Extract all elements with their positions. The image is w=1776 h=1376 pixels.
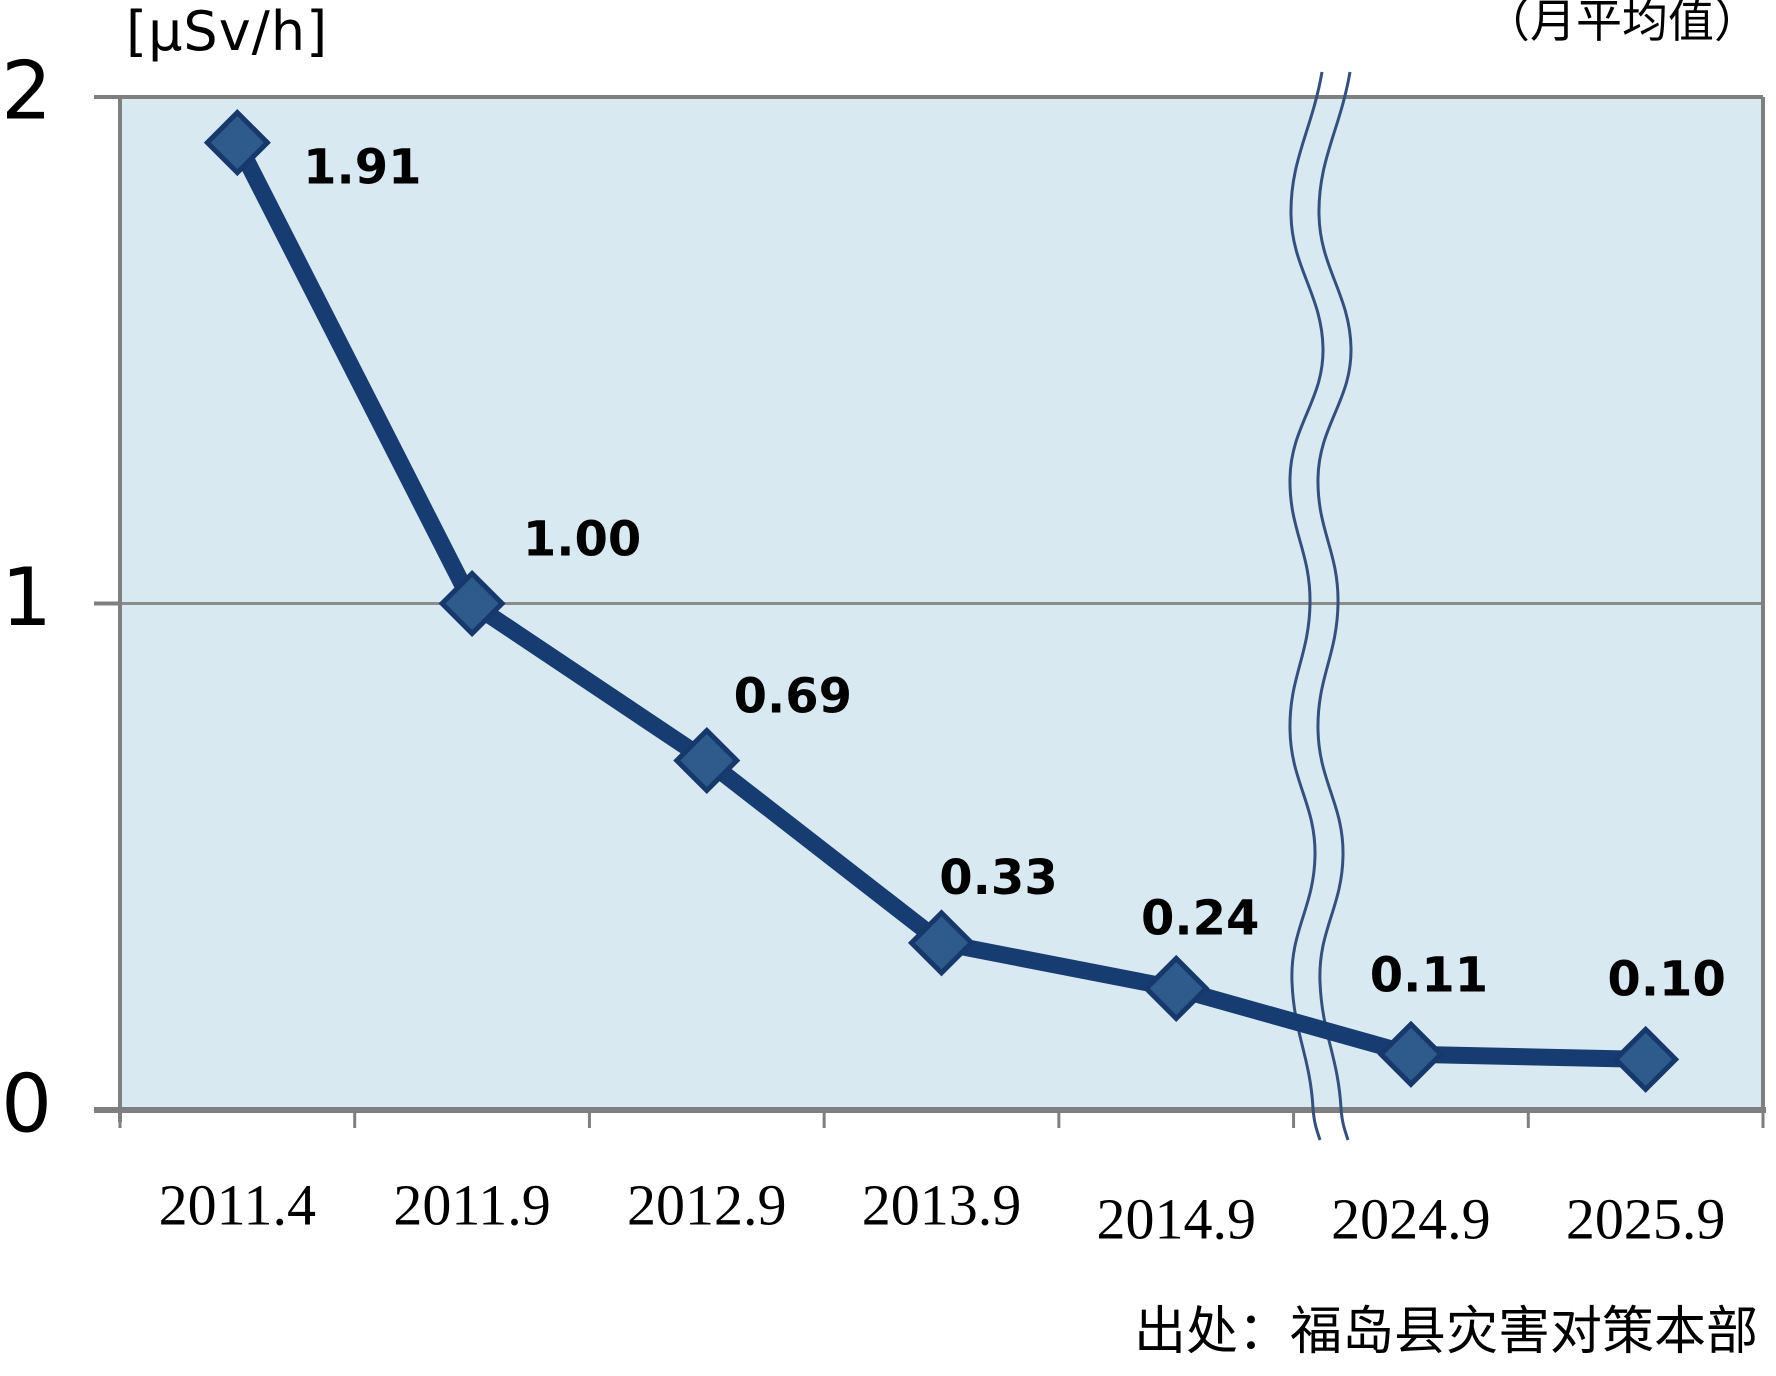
y-tick-label: 2 (1, 45, 52, 138)
data-point-label: 0.10 (1607, 951, 1725, 1007)
data-point-label: 0.33 (939, 850, 1057, 906)
x-tick-label: 2014.9 (1096, 1187, 1256, 1252)
monthly-average-note: （月平均值） (1484, 0, 1760, 47)
data-point-label: 0.24 (1141, 890, 1259, 946)
data-point-marker (203, 109, 271, 177)
x-tick-label: 2024.9 (1331, 1187, 1491, 1252)
axis-break-wave (1288, 71, 1325, 1141)
y-axis-unit-label: [μSv/h] (126, 0, 329, 63)
y-tick-label: 0 (1, 1058, 52, 1151)
source-attribution: 出处：福岛县灾害对策本部 (1133, 1304, 1758, 1361)
data-point-marker (907, 909, 976, 977)
data-point-label: 1.00 (523, 512, 641, 568)
data-point-marker (438, 569, 506, 638)
data-point-marker (1377, 1020, 1445, 1088)
data-point-label: 0.11 (1370, 947, 1488, 1003)
x-tick-label: 2011.4 (159, 1173, 316, 1238)
data-point-marker (1612, 1025, 1680, 1093)
x-tick-label: 2013.9 (862, 1173, 1022, 1238)
data-point-label: 1.91 (303, 140, 421, 196)
y-tick-label: 1 (1, 551, 52, 644)
x-tick-label: 2025.9 (1566, 1187, 1726, 1252)
axis-break-wave (1316, 71, 1353, 1141)
data-point-marker (673, 726, 741, 795)
x-tick-label: 2012.9 (627, 1173, 787, 1238)
data-point-label: 0.69 (734, 669, 852, 725)
x-tick-label: 2011.9 (393, 1173, 550, 1238)
data-point-marker (1142, 954, 1210, 1022)
